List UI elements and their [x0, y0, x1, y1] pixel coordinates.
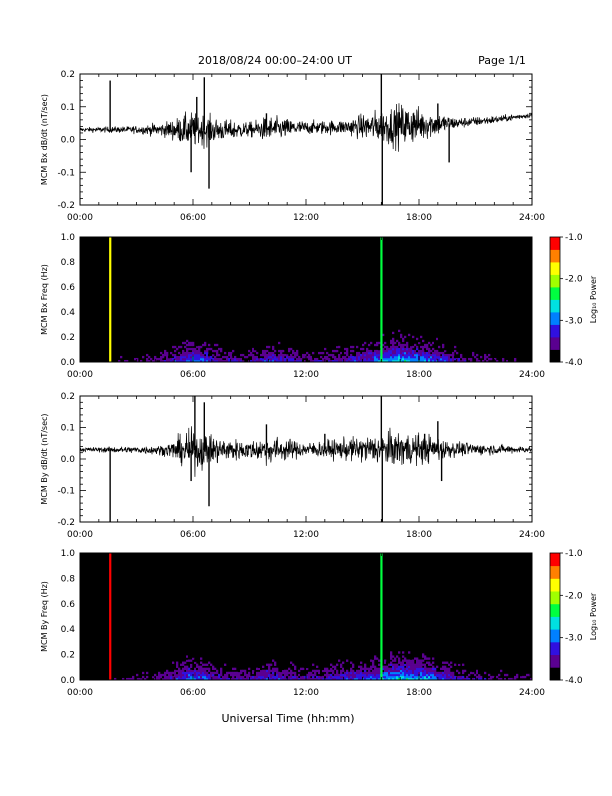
- colorbar-tick-label: -3.0: [565, 634, 583, 644]
- panel-2: 00:00 06:00 12:00 18:00 24:00 1.0 0.8 0.6 0.4 0.2…: [40, 233, 598, 380]
- x-tick-label: 06:00: [180, 530, 206, 540]
- plot-area: [80, 74, 532, 205]
- colorbar-tick-label: -4.0: [565, 676, 583, 686]
- y-tick-label: 0.8: [61, 258, 76, 268]
- x-tick-label: 06:00: [180, 370, 206, 380]
- y-tick-label: -0.2: [57, 201, 75, 211]
- x-tick-label: 06:00: [180, 213, 206, 223]
- y-tick-label: 0.0: [61, 136, 76, 146]
- y-tick-label: 0.6: [61, 600, 76, 610]
- y-tick-label: 0.2: [61, 333, 75, 343]
- x-tick-label: 00:00: [67, 370, 93, 380]
- y-tick-label: 0.0: [61, 358, 76, 368]
- panel-3: 00:00 06:00 12:00 18:00 24:00 0.2 0.1 0.0 -0.1 -0…: [40, 392, 545, 540]
- y-tick-label: 0.8: [61, 574, 76, 584]
- x-tick-label: 18:00: [406, 688, 432, 698]
- panel-1: 00:00 06:00 12:00 18:00 24:00 0.2 0.1 0.0 -0.1 -0…: [40, 70, 545, 223]
- colorbar-tick-label: -2.0: [565, 275, 583, 285]
- x-tick-label: 24:00: [519, 530, 545, 540]
- plot-area: [80, 396, 532, 522]
- y-tick-label: 1.0: [61, 549, 76, 559]
- x-tick-label: 00:00: [67, 688, 93, 698]
- y-axis-label: MCM By dB/dt (nT/sec): [40, 413, 49, 504]
- figure-title: 2018/08/24 00:00–24:00 UT: [198, 54, 352, 67]
- colorbar-label: Log₁₀ Power: [589, 275, 598, 323]
- y-tick-label: 0.4: [61, 625, 76, 635]
- page-number: Page 1/1: [478, 54, 526, 67]
- x-axis-title: Universal Time (hh:mm): [222, 712, 355, 725]
- y-axis-label: MCM Bx Freq (Hz): [40, 264, 49, 335]
- x-tick-label: 12:00: [293, 688, 319, 698]
- spectrogram-area: [80, 553, 532, 680]
- x-tick-label: 18:00: [406, 213, 432, 223]
- y-tick-label: 0.1: [61, 424, 75, 434]
- panel-4: 00:00 06:00 12:00 18:00 24:00 1.0 0.8 0.6 0.4 0.2…: [40, 549, 598, 698]
- x-tick-label: 12:00: [293, 370, 319, 380]
- colorbar-tick-label: -1.0: [565, 233, 583, 243]
- colorbar-tick-label: -4.0: [565, 358, 583, 368]
- broadband-line: [380, 237, 383, 362]
- colorbar: -1.0 -2.0 -3.0 -4.0 Log₁₀ Power: [549, 549, 598, 686]
- dbdt-trace: [80, 426, 532, 477]
- colorbar-frame: [549, 236, 561, 363]
- x-tick-label: 00:00: [67, 530, 93, 540]
- y-tick-label: 1.0: [61, 233, 76, 243]
- colorbar-frame: [549, 552, 561, 681]
- y-tick-label: 0.2: [61, 392, 75, 402]
- x-tick-label: 12:00: [293, 530, 319, 540]
- colorbar-tick-label: -2.0: [565, 591, 583, 601]
- y-tick-label: 0.0: [61, 455, 76, 465]
- y-tick-label: 0.2: [61, 70, 75, 80]
- broadband-line: [109, 237, 112, 362]
- x-tick-label: 18:00: [406, 530, 432, 540]
- dbdt-trace: [80, 103, 532, 152]
- y-tick-label: -0.1: [57, 168, 75, 178]
- colorbar-tick-label: -1.0: [565, 549, 583, 559]
- x-tick-label: 12:00: [293, 213, 319, 223]
- x-tick-label: 24:00: [519, 688, 545, 698]
- x-tick-label: 24:00: [519, 370, 545, 380]
- y-tick-label: 0.4: [61, 308, 76, 318]
- y-tick-label: 0.2: [61, 651, 75, 661]
- y-tick-label: 0.1: [61, 103, 75, 113]
- y-axis-label: MCM By Freq (Hz): [40, 581, 49, 652]
- x-tick-label: 18:00: [406, 370, 432, 380]
- y-tick-label: -0.2: [57, 518, 75, 528]
- y-tick-label: 0.6: [61, 283, 76, 293]
- colorbar-tick-label: -3.0: [565, 316, 583, 326]
- broadband-line: [109, 553, 112, 680]
- x-tick-label: 06:00: [180, 688, 206, 698]
- x-tick-label: 24:00: [519, 213, 545, 223]
- spectrogram-area: [80, 237, 532, 362]
- y-tick-label: -0.1: [57, 487, 75, 497]
- broadband-line: [380, 553, 383, 680]
- x-tick-label: 00:00: [67, 213, 93, 223]
- colorbar-label: Log₁₀ Power: [589, 592, 598, 640]
- y-axis-label: MCM Bx dB/dt (nT/sec): [40, 94, 49, 185]
- y-tick-label: 0.0: [61, 676, 76, 686]
- colorbar: -1.0 -2.0 -3.0 -4.0 Log₁₀ Power: [549, 233, 598, 368]
